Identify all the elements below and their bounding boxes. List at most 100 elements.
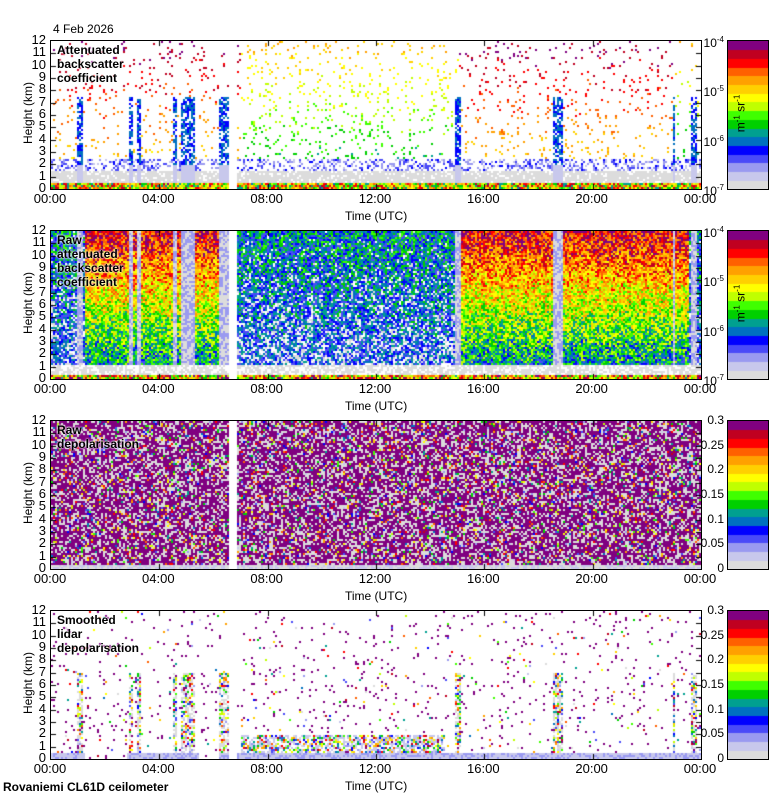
y-tick-label: 4 bbox=[38, 320, 46, 336]
y-tick-label: 11 bbox=[32, 614, 47, 630]
x-tick-label: 20:00 bbox=[575, 571, 608, 586]
y-tick-label: 8 bbox=[38, 271, 46, 287]
y-tick-label: 8 bbox=[38, 461, 46, 477]
y-tick-label: 1 bbox=[38, 737, 46, 753]
y-tick-label: 0 bbox=[38, 750, 46, 765]
y-tick-label: 11 bbox=[32, 424, 47, 440]
x-tick-label: 04:00 bbox=[142, 381, 175, 396]
y-tick-label: 9 bbox=[38, 69, 46, 84]
x-tick-label: 08:00 bbox=[250, 761, 283, 776]
colorbar-tick-label: 0.25 bbox=[700, 437, 724, 452]
y-tick-label: 9 bbox=[38, 449, 46, 464]
heatmap-plot bbox=[50, 230, 702, 380]
x-tick-label: 08:00 bbox=[250, 381, 283, 396]
x-tick-label: 20:00 bbox=[575, 381, 608, 396]
x-tick-label: 12:00 bbox=[358, 381, 392, 396]
heatmap-plot bbox=[50, 40, 702, 190]
colorbar-tick-label: 0.15 bbox=[700, 487, 724, 501]
x-tick-label: 16:00 bbox=[467, 191, 500, 206]
heatmap-plot bbox=[50, 420, 702, 570]
y-tick-label: 1 bbox=[38, 167, 46, 183]
y-tick-label: 8 bbox=[38, 651, 46, 667]
y-tick-label: 7 bbox=[38, 473, 46, 489]
x-tick-label: 00:00 bbox=[683, 761, 717, 776]
y-tick-label: 2 bbox=[38, 155, 46, 171]
colorbar-tick-label: 0.15 bbox=[700, 677, 724, 691]
x-tick-label: 12:00 bbox=[358, 191, 392, 206]
y-tick-label: 2 bbox=[38, 535, 46, 551]
x-tick-label: 16:00 bbox=[467, 761, 500, 776]
y-tick-label: 3 bbox=[38, 523, 46, 538]
x-tick-label: 20:00 bbox=[575, 191, 608, 206]
colorbar-tick-label: 10-6 bbox=[703, 323, 724, 339]
colorbar-unit-label: m-1 sr-1 bbox=[732, 94, 748, 133]
x-tick-label: 00:00 bbox=[33, 761, 67, 776]
x-axis-label: Time (UTC) bbox=[345, 589, 408, 603]
y-tick-label: 7 bbox=[38, 93, 46, 109]
y-axis-label: Height (km) bbox=[21, 652, 35, 715]
y-tick-label: 4 bbox=[38, 510, 46, 526]
x-tick-label: 16:00 bbox=[467, 571, 500, 586]
y-tick-label: 12 bbox=[31, 412, 46, 427]
x-tick-label: 08:00 bbox=[250, 571, 283, 586]
y-tick-label: 0 bbox=[38, 370, 46, 385]
y-tick-label: 3 bbox=[38, 713, 46, 728]
y-tick-label: 6 bbox=[38, 486, 46, 501]
y-tick-label: 3 bbox=[38, 143, 46, 158]
x-tick-label: 00:00 bbox=[683, 191, 717, 206]
colorbar-tick-label: 0.1 bbox=[707, 701, 724, 716]
heatmap-plot bbox=[50, 610, 702, 760]
x-axis-label: Time (UTC) bbox=[345, 209, 408, 223]
x-tick-label: 00:00 bbox=[33, 191, 67, 206]
y-tick-label: 5 bbox=[38, 688, 46, 704]
colorbar-tick-label: 10-6 bbox=[703, 133, 724, 149]
x-tick-label: 00:00 bbox=[683, 571, 717, 586]
y-tick-label: 10 bbox=[31, 56, 46, 72]
colorbar-unit-label: m-1 sr-1 bbox=[732, 284, 748, 323]
y-tick-label: 2 bbox=[38, 345, 46, 361]
colorbar-tick-label: 0.25 bbox=[700, 627, 724, 642]
x-tick-label: 00:00 bbox=[33, 381, 67, 396]
colorbar-tick-label: 0.05 bbox=[700, 536, 724, 551]
colorbar-tick-label: 0 bbox=[717, 561, 724, 575]
y-axis-label: Height (km) bbox=[21, 82, 35, 145]
colorbar-tick-label: 10-4 bbox=[703, 225, 724, 240]
x-tick-label: 08:00 bbox=[250, 191, 283, 206]
y-tick-label: 5 bbox=[38, 498, 46, 514]
y-tick-label: 4 bbox=[38, 130, 46, 146]
site-label: Rovaniemi CL61D ceilometer bbox=[3, 780, 169, 794]
colorbar-tick-label: 0 bbox=[717, 751, 724, 765]
panel-title: Raw attenuated backscatter coefficient bbox=[57, 233, 124, 289]
y-tick-label: 1 bbox=[38, 357, 46, 373]
x-tick-label: 04:00 bbox=[142, 571, 175, 586]
x-tick-label: 20:00 bbox=[575, 761, 608, 776]
y-axis-label: Height (km) bbox=[21, 272, 35, 335]
y-tick-label: 9 bbox=[38, 259, 46, 274]
y-tick-label: 7 bbox=[38, 283, 46, 299]
panel-title: Raw depolarisation bbox=[57, 423, 140, 451]
x-tick-label: 12:00 bbox=[358, 571, 392, 586]
colorbar-tick-label: 0.1 bbox=[707, 511, 724, 526]
y-tick-label: 6 bbox=[38, 676, 46, 691]
date-label: 4 Feb 2026 bbox=[53, 22, 114, 36]
y-tick-label: 5 bbox=[38, 308, 46, 324]
x-tick-label: 16:00 bbox=[467, 381, 500, 396]
y-tick-label: 0 bbox=[38, 560, 46, 575]
colorbar-tick-label: 0.05 bbox=[700, 726, 724, 741]
colorbar bbox=[727, 40, 769, 190]
y-tick-label: 3 bbox=[38, 333, 46, 348]
colorbar-tick-label: 10-7 bbox=[703, 373, 724, 388]
y-tick-label: 12 bbox=[31, 32, 46, 47]
x-tick-label: 00:00 bbox=[33, 571, 67, 586]
x-tick-label: 00:00 bbox=[683, 381, 717, 396]
colorbar bbox=[727, 230, 769, 380]
x-axis-label: Time (UTC) bbox=[345, 779, 408, 793]
y-tick-label: 11 bbox=[32, 44, 47, 60]
x-axis-label: Time (UTC) bbox=[345, 399, 408, 413]
panel-title: Smoothed lidar depolarisation bbox=[57, 613, 140, 655]
y-tick-label: 4 bbox=[38, 700, 46, 716]
x-tick-label: 04:00 bbox=[142, 191, 175, 206]
colorbar-tick-label: 0.3 bbox=[707, 413, 724, 427]
y-tick-label: 2 bbox=[38, 725, 46, 741]
panel-title: Attenuated backscatter coefficient bbox=[57, 43, 124, 85]
